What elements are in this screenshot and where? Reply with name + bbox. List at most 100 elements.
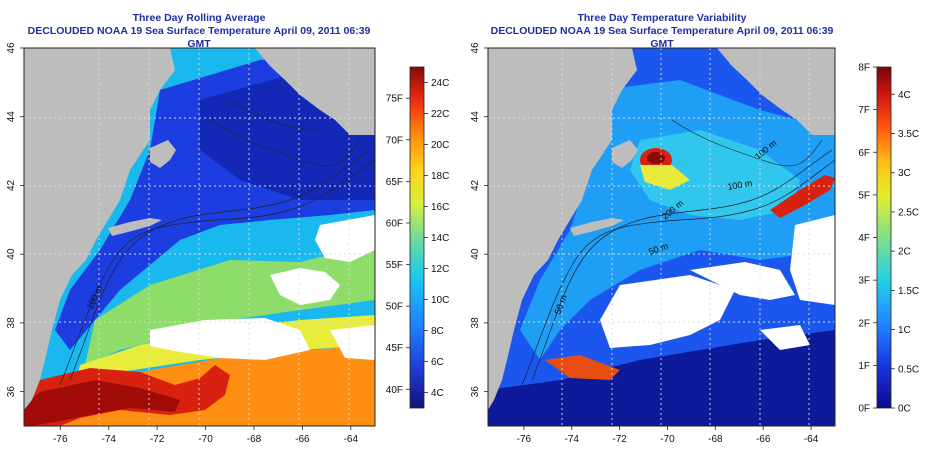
left-colorbar-c-label: 18C — [431, 171, 449, 182]
left-title-sub: DECLOUDED NOAA 19 Sea Surface Temperatur… — [27, 25, 371, 50]
right-map: 200 m 100 m 100 m 50 m 50 m — [487, 47, 836, 427]
left-colorbar-c-label: 10C — [431, 295, 449, 306]
right-x-tick-label: -76 — [517, 434, 532, 445]
left-colorbar-f-label: 75F — [386, 94, 403, 105]
right-cloud-mask-1 — [600, 275, 735, 348]
left-x-tick-label: -64 — [344, 434, 359, 445]
right-colorbar-c-label: 0.5C — [898, 364, 919, 375]
left-gulf-stream-core — [24, 380, 180, 426]
left-x-tick-label: -70 — [198, 434, 213, 445]
left-grid — [24, 48, 375, 426]
left-colorbar-c-label: 8C — [431, 326, 444, 337]
left-colorbar-f-label: 55F — [386, 260, 403, 271]
left-colorbar-f-label: 65F — [386, 177, 403, 188]
right-map-frame — [487, 47, 836, 427]
left-x-tick-label: -76 — [53, 434, 68, 445]
right-colorbar-c-label: 2C — [898, 247, 911, 258]
right-cloud-mask-4 — [760, 325, 810, 350]
right-yellow-patch — [640, 165, 690, 190]
tick-labels-layer: -76 -74 -72 -70 -68 -66 -64 36 38 40 42 44 46 -76 -74 -… — [6, 42, 919, 445]
right-x-tick-label: -64 — [804, 434, 819, 445]
left-colorbar-c-label: 20C — [431, 140, 449, 151]
left-colorbar-c-label: 16C — [431, 202, 449, 213]
right-colorbar-c-label: 3.5C — [898, 129, 919, 140]
left-colorbar-c-label: 22C — [431, 109, 449, 120]
left-colorbar-f-label: 50F — [386, 302, 403, 313]
left-y-tick-label: 44 — [6, 111, 17, 123]
right-x-tick-label: -68 — [708, 434, 723, 445]
left-x-tick-label: -72 — [150, 434, 165, 445]
right-land-cape-cod — [612, 140, 638, 168]
right-x-tick-label: -72 — [612, 434, 627, 445]
left-x-tick-label: -66 — [295, 434, 310, 445]
right-x-tick-label: -70 — [660, 434, 675, 445]
right-colorbar-f-label: 0F — [858, 404, 870, 415]
right-colorbar-c-label: 3C — [898, 168, 911, 179]
right-x-tick-label: -74 — [565, 434, 580, 445]
left-y-tick-label: 38 — [6, 317, 17, 329]
right-y-tick-label: 40 — [470, 248, 481, 260]
right-colorbar-f-label: 5F — [858, 190, 870, 201]
left-title: Three Day Rolling Average DECLOUDED NOAA… — [18, 12, 380, 51]
right-hotspot-3 — [545, 355, 620, 380]
right-y-tick-label: 38 — [470, 317, 481, 329]
left-contour-3 — [209, 119, 361, 167]
left-x-tick-label: -68 — [247, 434, 262, 445]
left-colorbar-f-label: 70F — [386, 135, 403, 146]
right-colorbar-c-label: 1C — [898, 325, 911, 336]
left-land-cape-cod — [150, 140, 176, 168]
left-cloud-mask-1 — [315, 215, 375, 262]
right-colorbar-f-label: 3F — [858, 276, 870, 287]
left-land-long-island — [108, 218, 162, 236]
left-y-tick-label: 36 — [6, 386, 17, 398]
right-colorbar-f-label: 6F — [858, 148, 870, 159]
right-y-tick-label: 36 — [470, 386, 481, 398]
right-colorbar-bar — [876, 66, 892, 409]
right-colorbar-f-label: 8F — [858, 63, 870, 74]
left-colorbar-c-label: 12C — [431, 264, 449, 275]
right-y-tick-label: 46 — [470, 42, 481, 54]
right-colorbar-c-label: 4C — [898, 90, 911, 101]
left-y-tick-label: 46 — [6, 42, 17, 54]
left-colorbar-c-label: 4C — [431, 388, 444, 399]
right-title-sub: DECLOUDED NOAA 19 Sea Surface Temperatur… — [490, 25, 834, 50]
left-land-nova-scotia — [255, 48, 375, 135]
left-colorbar-bar — [409, 66, 425, 409]
left-colorbar-f-label: 40F — [386, 385, 403, 396]
right-colorbar-f-label: 4F — [858, 233, 870, 244]
left-y-tick-label: 42 — [6, 179, 17, 191]
left-x-tick-label: -74 — [101, 434, 116, 445]
left-colorbar-c-label: 6C — [431, 357, 444, 368]
left-cloud-mask-4 — [330, 325, 375, 360]
left-contour-2 — [59, 159, 375, 386]
left-contour-4 — [229, 99, 321, 131]
right-colorbar-f-label: 2F — [858, 318, 870, 329]
left-colorbar-c-label: 14C — [431, 233, 449, 244]
right-land-us — [488, 48, 637, 410]
right-contour-3 — [671, 119, 823, 167]
right-cloud-mask-2 — [690, 262, 795, 300]
right-grid — [488, 48, 835, 426]
right-land-long-island — [570, 218, 624, 236]
left-colorbar-f-label: 60F — [386, 218, 403, 229]
right-colorbar — [876, 66, 892, 409]
left-colorbar-c-label: 24C — [431, 78, 449, 89]
right-deep-dark — [488, 330, 835, 426]
right-contour-label-2: 100 m — [727, 178, 753, 192]
left-colorbar — [409, 66, 425, 409]
right-contour-2 — [521, 159, 835, 386]
right-title-main: Three Day Temperature Variability — [577, 12, 747, 24]
left-colorbar-f-label: 45F — [386, 343, 403, 354]
right-colorbar-c-label: 1.5C — [898, 286, 919, 297]
left-land-us — [24, 48, 175, 410]
right-y-tick-label: 44 — [470, 111, 481, 123]
right-shelf-light — [630, 130, 800, 220]
left-cloud-mask-3 — [270, 268, 340, 305]
right-x-tick-label: -66 — [756, 434, 771, 445]
right-cloud-mask-3 — [790, 215, 835, 305]
left-title-main: Three Day Rolling Average — [132, 12, 266, 24]
right-colorbar-c-label: 2.5C — [898, 207, 919, 218]
left-y-tick-label: 40 — [6, 248, 17, 260]
left-cloud-mask-2 — [150, 318, 310, 360]
